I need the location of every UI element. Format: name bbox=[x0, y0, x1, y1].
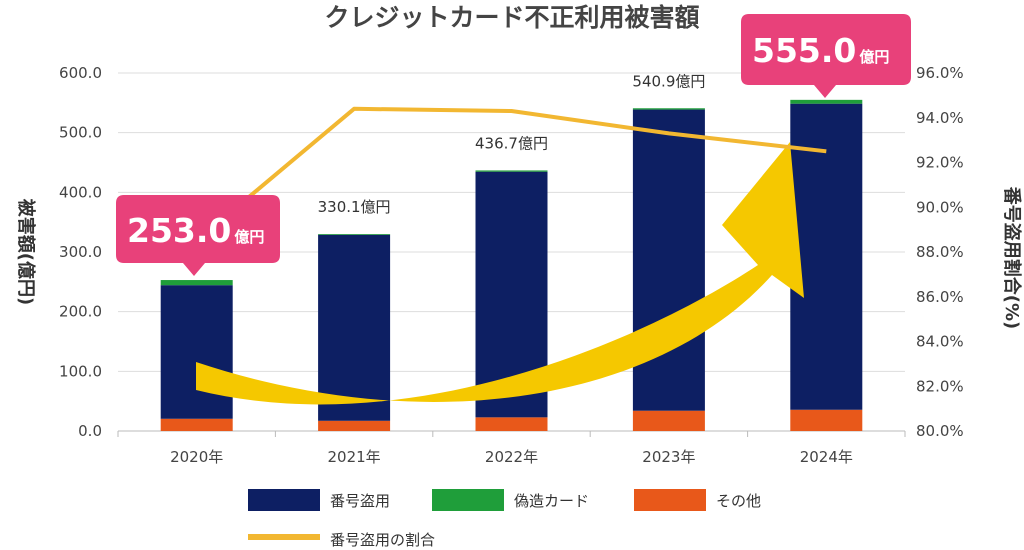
bar-counterfeit bbox=[160, 280, 233, 286]
bar-counterfeit bbox=[790, 99, 863, 104]
x-tick-label: 2024年 bbox=[800, 448, 853, 466]
callout-2020-unit: 億円 bbox=[234, 228, 264, 246]
total-label: 436.7億円 bbox=[475, 134, 548, 152]
y2-tick-label: 96.0% bbox=[916, 64, 964, 82]
legend-swatch-counterfeit bbox=[432, 489, 504, 511]
y2-tick-label: 86.0% bbox=[916, 288, 964, 306]
y2-tick-label: 84.0% bbox=[916, 333, 964, 351]
growth-arrow bbox=[196, 142, 804, 405]
callout-2024-value: 555.0 bbox=[752, 31, 856, 70]
bar-number-theft bbox=[318, 234, 391, 421]
y2-tick-label: 82.0% bbox=[916, 377, 964, 395]
bar-other bbox=[160, 418, 233, 431]
bar-other bbox=[632, 410, 705, 431]
bars bbox=[160, 99, 863, 431]
value-labels: 330.1億円 436.7億円 540.9億円 bbox=[318, 72, 706, 216]
total-label: 540.9億円 bbox=[632, 72, 705, 90]
y-tick-label: 300.0 bbox=[59, 243, 102, 261]
bar-other bbox=[318, 420, 391, 431]
legend-label-number-theft: 番号盗用 bbox=[330, 492, 390, 510]
bar-other bbox=[790, 409, 863, 431]
bar-counterfeit bbox=[475, 170, 548, 172]
bar-number-theft bbox=[632, 109, 705, 411]
bar-number-theft bbox=[790, 103, 863, 410]
legend-label-ratio-line: 番号盗用の割合 bbox=[330, 531, 435, 549]
bar-other bbox=[475, 417, 548, 431]
callout-2024-bubble bbox=[741, 14, 911, 98]
callout-2024-unit: 億円 bbox=[859, 48, 889, 66]
y-tick-label: 400.0 bbox=[59, 183, 102, 201]
y2-tick-label: 80.0% bbox=[916, 422, 964, 440]
x-tick-label: 2021年 bbox=[328, 448, 381, 466]
axes: 0.0 100.0 200.0 300.0 400.0 500.0 600.0 80.0% 82… bbox=[59, 64, 964, 466]
y-tick-label: 0.0 bbox=[78, 422, 102, 440]
y2-tick-label: 94.0% bbox=[916, 109, 964, 127]
y-tick-label: 500.0 bbox=[59, 124, 102, 142]
callout-2024: 555.0 億円 bbox=[741, 14, 911, 98]
ratio-line-path bbox=[195, 106, 827, 243]
legend: 番号盗用 偽造カード その他 番号盗用の割合 bbox=[248, 489, 761, 549]
bar-number-theft bbox=[160, 285, 233, 419]
x-tick-label: 2020年 bbox=[170, 448, 223, 466]
y2-tick-label: 88.0% bbox=[916, 243, 964, 261]
legend-swatch-ratio-line bbox=[248, 534, 320, 540]
total-label: 330.1億円 bbox=[318, 198, 391, 216]
y-axis-label: 被害額(億円) bbox=[15, 199, 37, 305]
callout-2020-value: 253.0 bbox=[127, 211, 231, 250]
bar-counterfeit bbox=[318, 234, 391, 235]
svg-text:253.0億円: 253.0 億円 bbox=[127, 211, 264, 250]
legend-swatch-number-theft bbox=[248, 489, 320, 511]
y2-tick-label: 90.0% bbox=[916, 198, 964, 216]
x-tick-label: 2022年 bbox=[485, 448, 538, 466]
y-tick-label: 100.0 bbox=[59, 362, 102, 380]
legend-label-counterfeit: 偽造カード bbox=[514, 492, 589, 510]
legend-label-other: その他 bbox=[716, 492, 761, 510]
callout-2020: 253.0 億円 bbox=[116, 195, 280, 276]
legend-swatch-other bbox=[634, 489, 706, 511]
y-tick-label: 600.0 bbox=[59, 64, 102, 82]
x-tick-label: 2023年 bbox=[642, 448, 695, 466]
y-tick-label: 200.0 bbox=[59, 303, 102, 321]
svg-text:555.0億円: 555.0 億円 bbox=[752, 31, 889, 70]
y2-axis-label: 番号盗用割合(%) bbox=[1001, 186, 1023, 330]
callout-2020-bubble bbox=[116, 195, 280, 276]
bar-counterfeit bbox=[632, 108, 705, 110]
y2-tick-label: 92.0% bbox=[916, 154, 964, 172]
growth-arrow-shape bbox=[196, 142, 804, 405]
ratio-line bbox=[195, 106, 827, 243]
chart-title: クレジットカード不正利用被害額 bbox=[324, 3, 699, 32]
